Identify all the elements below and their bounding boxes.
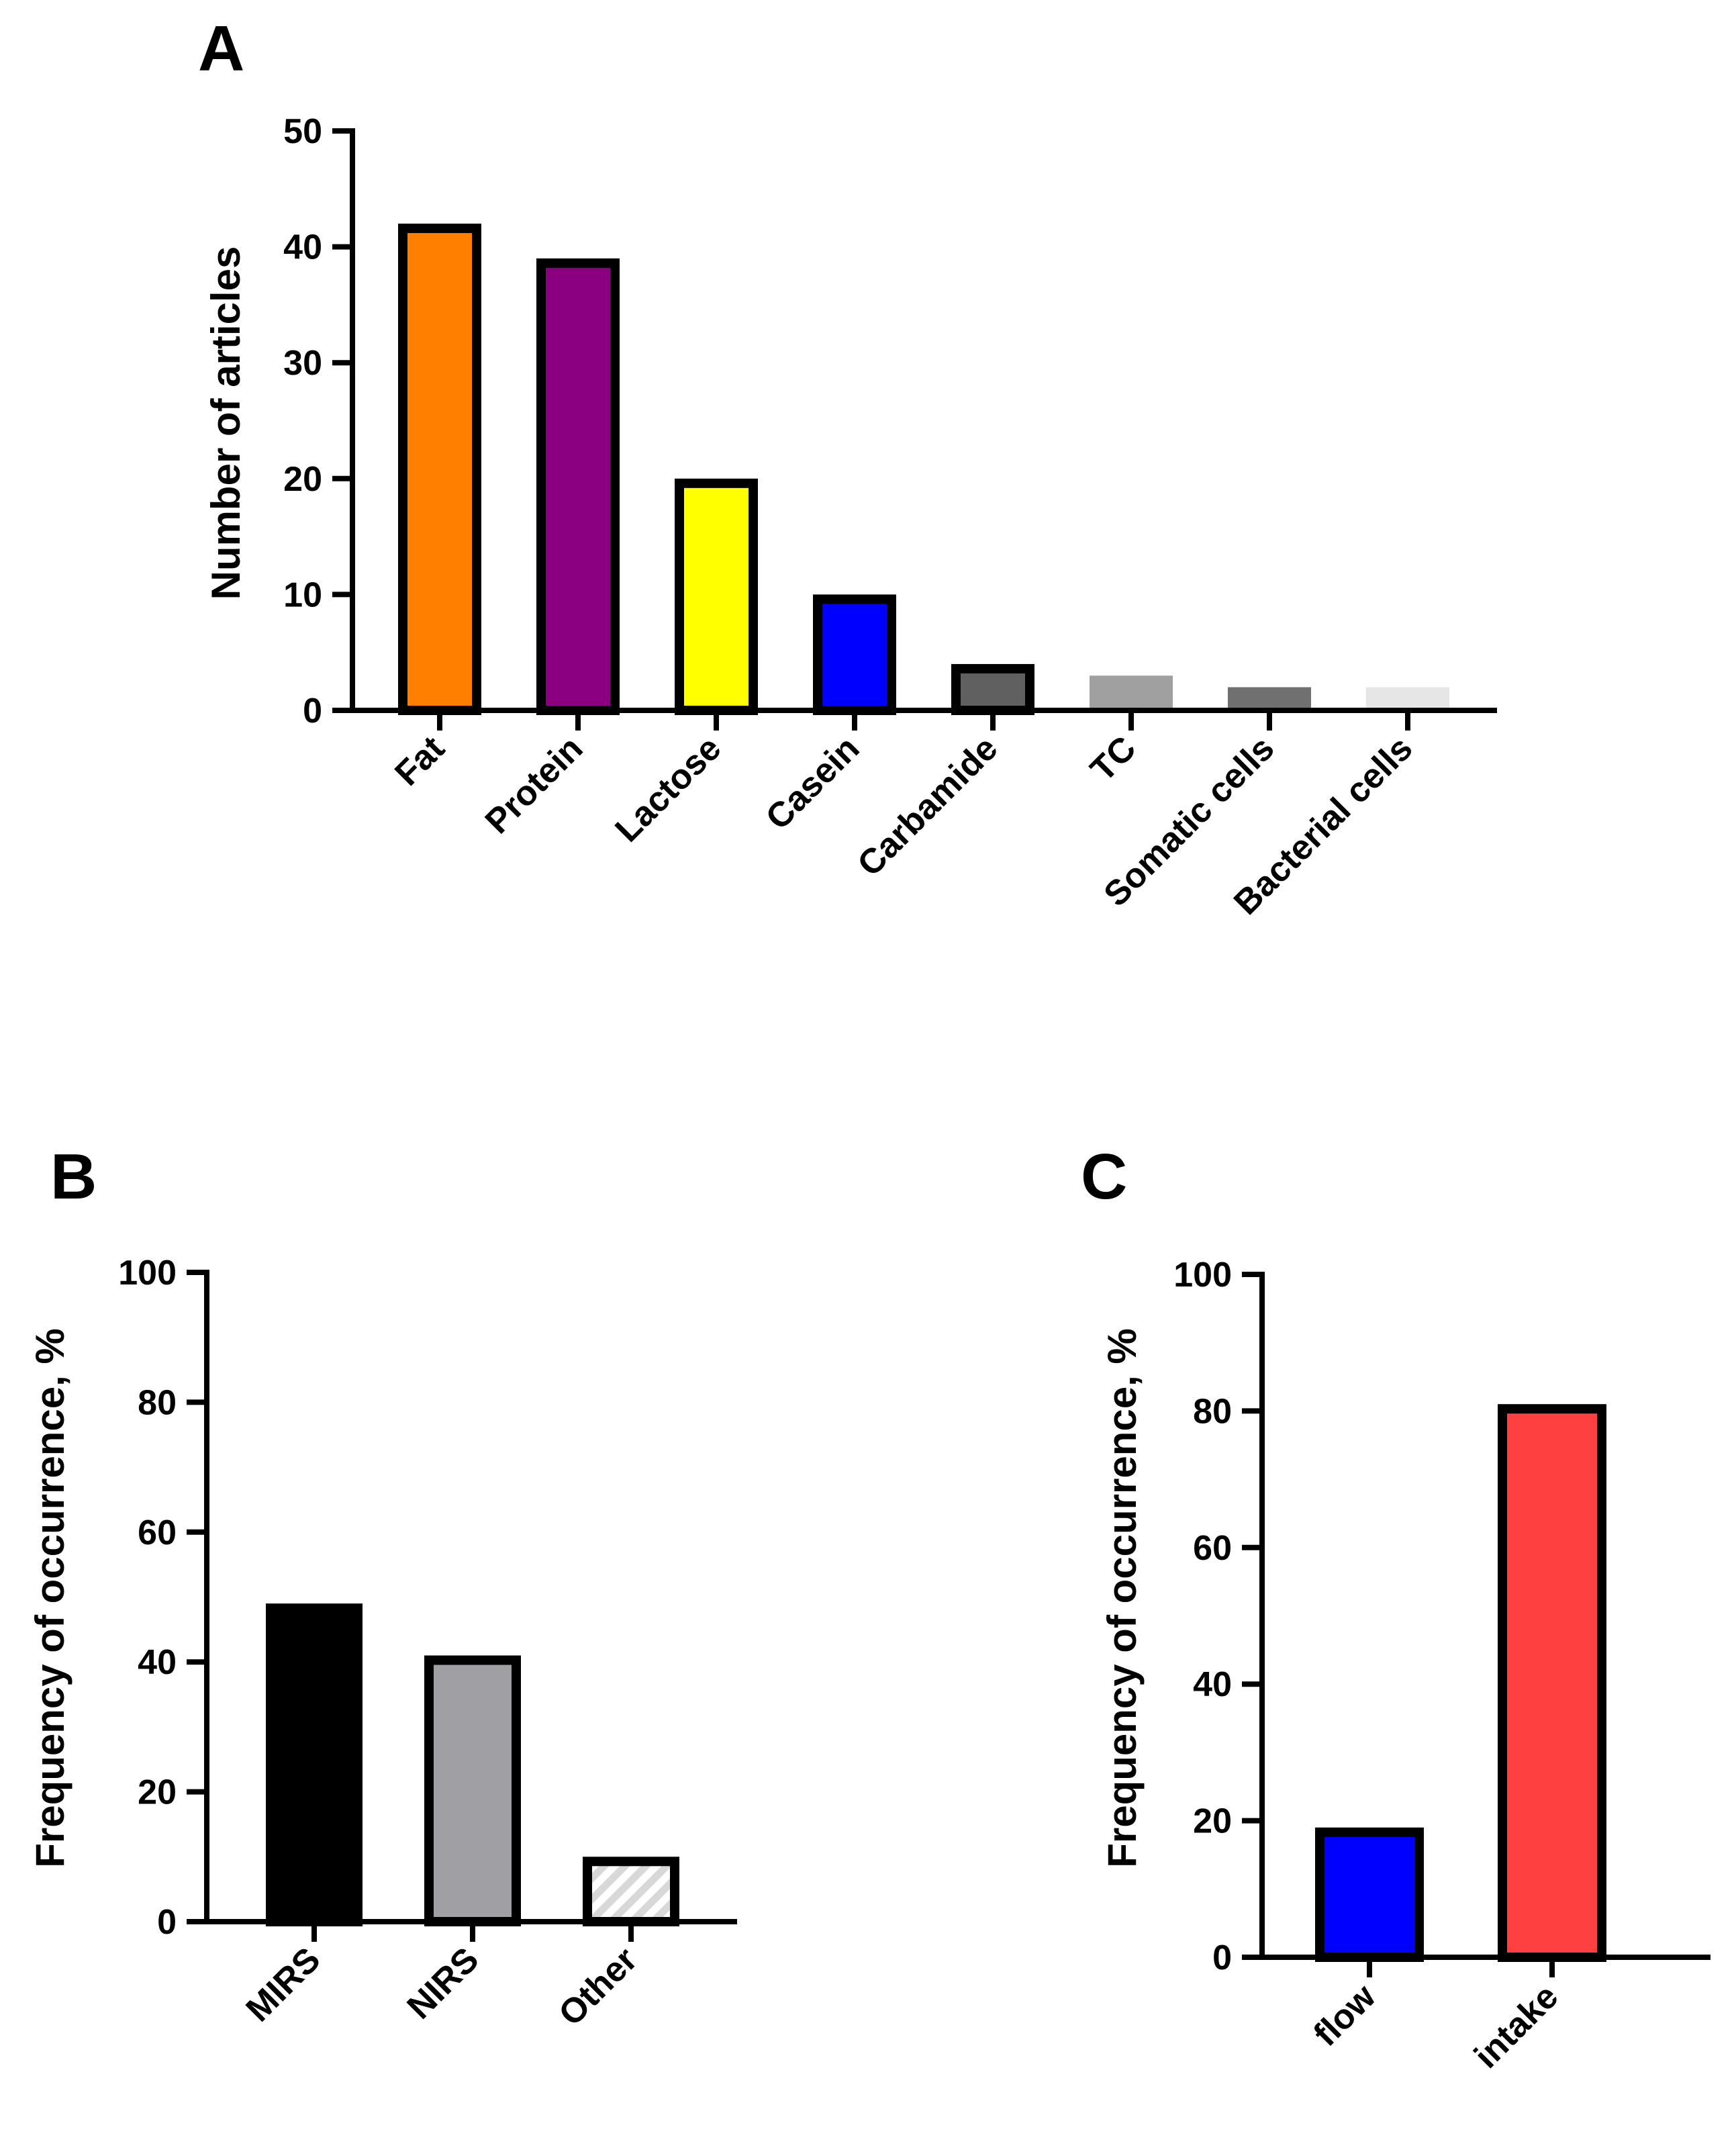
panel-a-chart: A Number of articles 0 10 20 30 40 50 Fat Prot…	[198, 13, 1497, 923]
x-tick-label: Lactose	[608, 729, 729, 849]
panel-b-y-axis-label: Frequency of occurrence, %	[28, 1328, 73, 1868]
bar-mirs	[266, 1603, 363, 1926]
panel-b-axes	[204, 1270, 737, 1942]
y-tick-label: 20	[138, 1773, 177, 1812]
panel-c-bars	[1315, 1404, 1606, 1963]
x-tick-label: TC	[1083, 729, 1143, 789]
bar-tc	[1090, 675, 1173, 710]
y-tick-label: 0	[1212, 1938, 1232, 1977]
bar-bacterial-cells	[1366, 687, 1449, 710]
panel-a-bars	[398, 224, 1449, 716]
panel-c-y-ticks: 0 20 40 60 80 100	[1173, 1256, 1262, 1977]
y-tick-label: 100	[1173, 1256, 1232, 1295]
panel-b-y-ticks: 0 20 40 60 80 100	[118, 1254, 207, 1942]
bar-fat	[398, 224, 481, 715]
x-tick-label: flow	[1306, 1977, 1384, 2054]
x-tick-label: NIRS	[400, 1940, 487, 2026]
x-tick-label: intake	[1467, 1977, 1565, 2075]
y-tick-label: 60	[138, 1513, 177, 1552]
panel-a-letter: A	[198, 13, 244, 85]
y-tick-label: 80	[1193, 1392, 1232, 1431]
x-tick-label: Fat	[387, 729, 452, 793]
y-tick-label: 80	[138, 1383, 177, 1422]
y-tick-label: 40	[283, 228, 322, 267]
bar-nirs	[424, 1655, 521, 1927]
y-tick-label: 60	[1193, 1529, 1232, 1568]
panel-b-bars	[266, 1603, 679, 1927]
y-tick-label: 100	[118, 1254, 177, 1293]
y-tick-label: 0	[303, 692, 322, 731]
bar-casein	[813, 594, 896, 716]
panel-b-x-tick-labels: MIRS NIRS Other	[239, 1940, 645, 2033]
x-tick-label: Other	[551, 1940, 644, 2033]
panel-b-chart: B Frequency of occurrence, % 0 20 40 60 80 10…	[28, 1141, 737, 2034]
y-tick-label: 40	[138, 1643, 177, 1682]
bar-protein	[536, 258, 620, 715]
y-tick-label: 20	[1193, 1802, 1232, 1841]
y-tick-label: 40	[1193, 1665, 1232, 1704]
panel-c-y-axis-label: Frequency of occurrence, %	[1100, 1328, 1145, 1868]
y-tick-label: 0	[157, 1903, 177, 1942]
x-tick-label: MIRS	[239, 1940, 328, 2029]
x-tick-label: Carbamide	[850, 729, 1005, 884]
panel-c-chart: C Frequency of occurrence, % 0 20 40 60 80 10…	[1081, 1141, 1710, 2076]
x-tick-label: Casein	[759, 729, 867, 837]
y-tick-label: 30	[283, 344, 322, 383]
x-tick-label: Protein	[478, 729, 591, 841]
bar-other	[583, 1857, 679, 1927]
bar-lactose	[675, 478, 758, 715]
bar-flow	[1315, 1827, 1424, 1963]
panel-a-axes	[350, 128, 1497, 731]
panel-c-x-tick-labels: flow intake	[1306, 1977, 1566, 2076]
panel-c-letter: C	[1081, 1141, 1127, 1213]
bar-somatic-cells	[1228, 687, 1311, 710]
bar-intake	[1498, 1404, 1606, 1962]
panel-a-y-axis-label: Number of articles	[203, 246, 248, 600]
panel-c-axes	[1259, 1272, 1710, 1977]
panel-a-y-ticks: 0 10 20 30 40 50	[283, 112, 352, 731]
y-tick-label: 20	[283, 460, 322, 499]
y-tick-label: 10	[283, 575, 322, 614]
y-tick-label: 50	[283, 112, 322, 151]
panel-b-letter: B	[50, 1141, 97, 1213]
bar-carbamide	[951, 663, 1034, 716]
